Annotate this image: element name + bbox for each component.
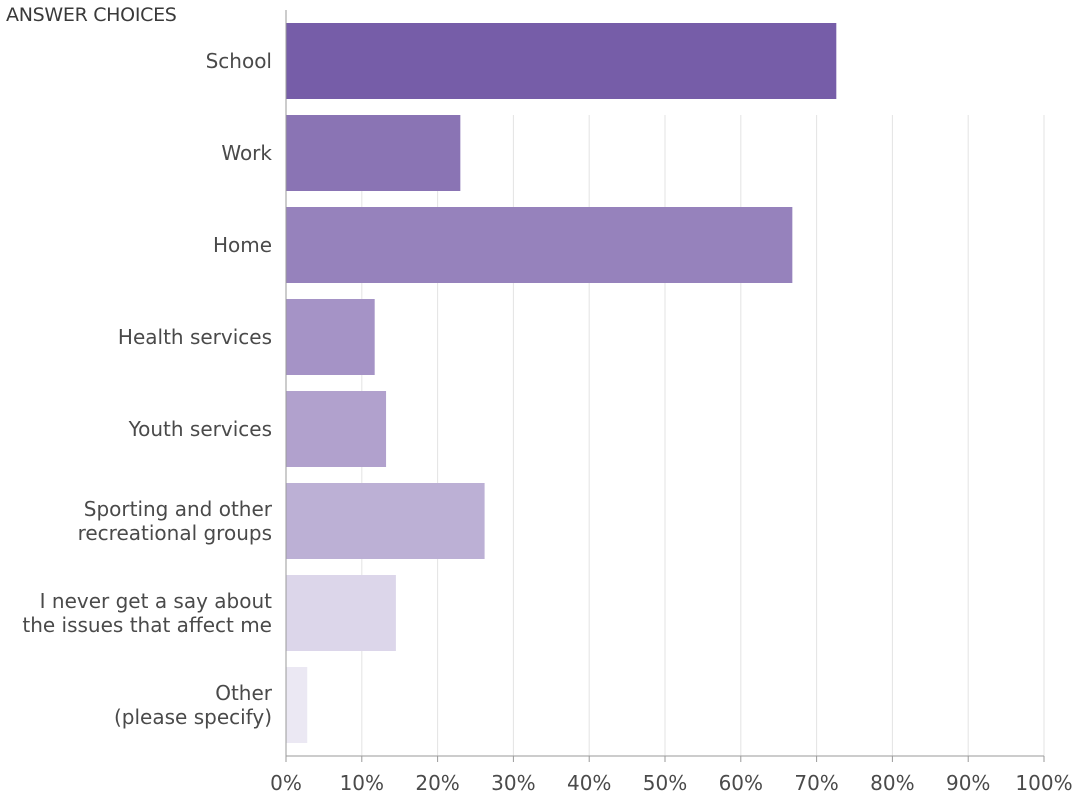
x-tick-label: 50%	[643, 771, 687, 795]
category-label: (please specify)	[114, 705, 272, 729]
category-labels: School Work Home Health services Youth servi…	[22, 49, 272, 729]
bar	[286, 23, 837, 99]
bar	[286, 207, 793, 283]
category-label: Home	[213, 233, 272, 257]
bar	[286, 115, 461, 191]
x-tick-labels: 0% 10% 20% 30% 40% 50% 60% 70% 80% 90% 100%	[270, 771, 1072, 795]
x-tick-label: 100%	[1015, 771, 1072, 795]
bar	[286, 575, 396, 651]
bar	[286, 299, 375, 375]
x-tick-label: 10%	[340, 771, 384, 795]
x-tick-label: 30%	[491, 771, 535, 795]
bar	[286, 483, 485, 559]
category-label: Youth services	[128, 417, 272, 441]
category-label: I never get a say about	[40, 589, 273, 613]
x-tick-label: 0%	[270, 771, 302, 795]
category-label: Health services	[118, 325, 272, 349]
category-label: recreational groups	[78, 521, 272, 545]
category-label: School	[206, 49, 272, 73]
category-label: Other	[215, 681, 273, 705]
x-tick-label: 90%	[946, 771, 990, 795]
bar	[286, 667, 308, 743]
bar	[286, 391, 387, 467]
category-label: Sporting and other	[84, 497, 273, 521]
category-label: Work	[221, 141, 272, 165]
x-tick-label: 40%	[567, 771, 611, 795]
answer-choices-header: ANSWER CHOICES	[6, 4, 177, 26]
x-tick-label: 70%	[794, 771, 838, 795]
axes	[285, 10, 1045, 762]
x-tick-label: 80%	[870, 771, 914, 795]
x-tick-label: 60%	[719, 771, 763, 795]
x-tick-label: 20%	[415, 771, 459, 795]
bars	[286, 23, 837, 743]
category-label: the issues that affect me	[22, 613, 272, 637]
